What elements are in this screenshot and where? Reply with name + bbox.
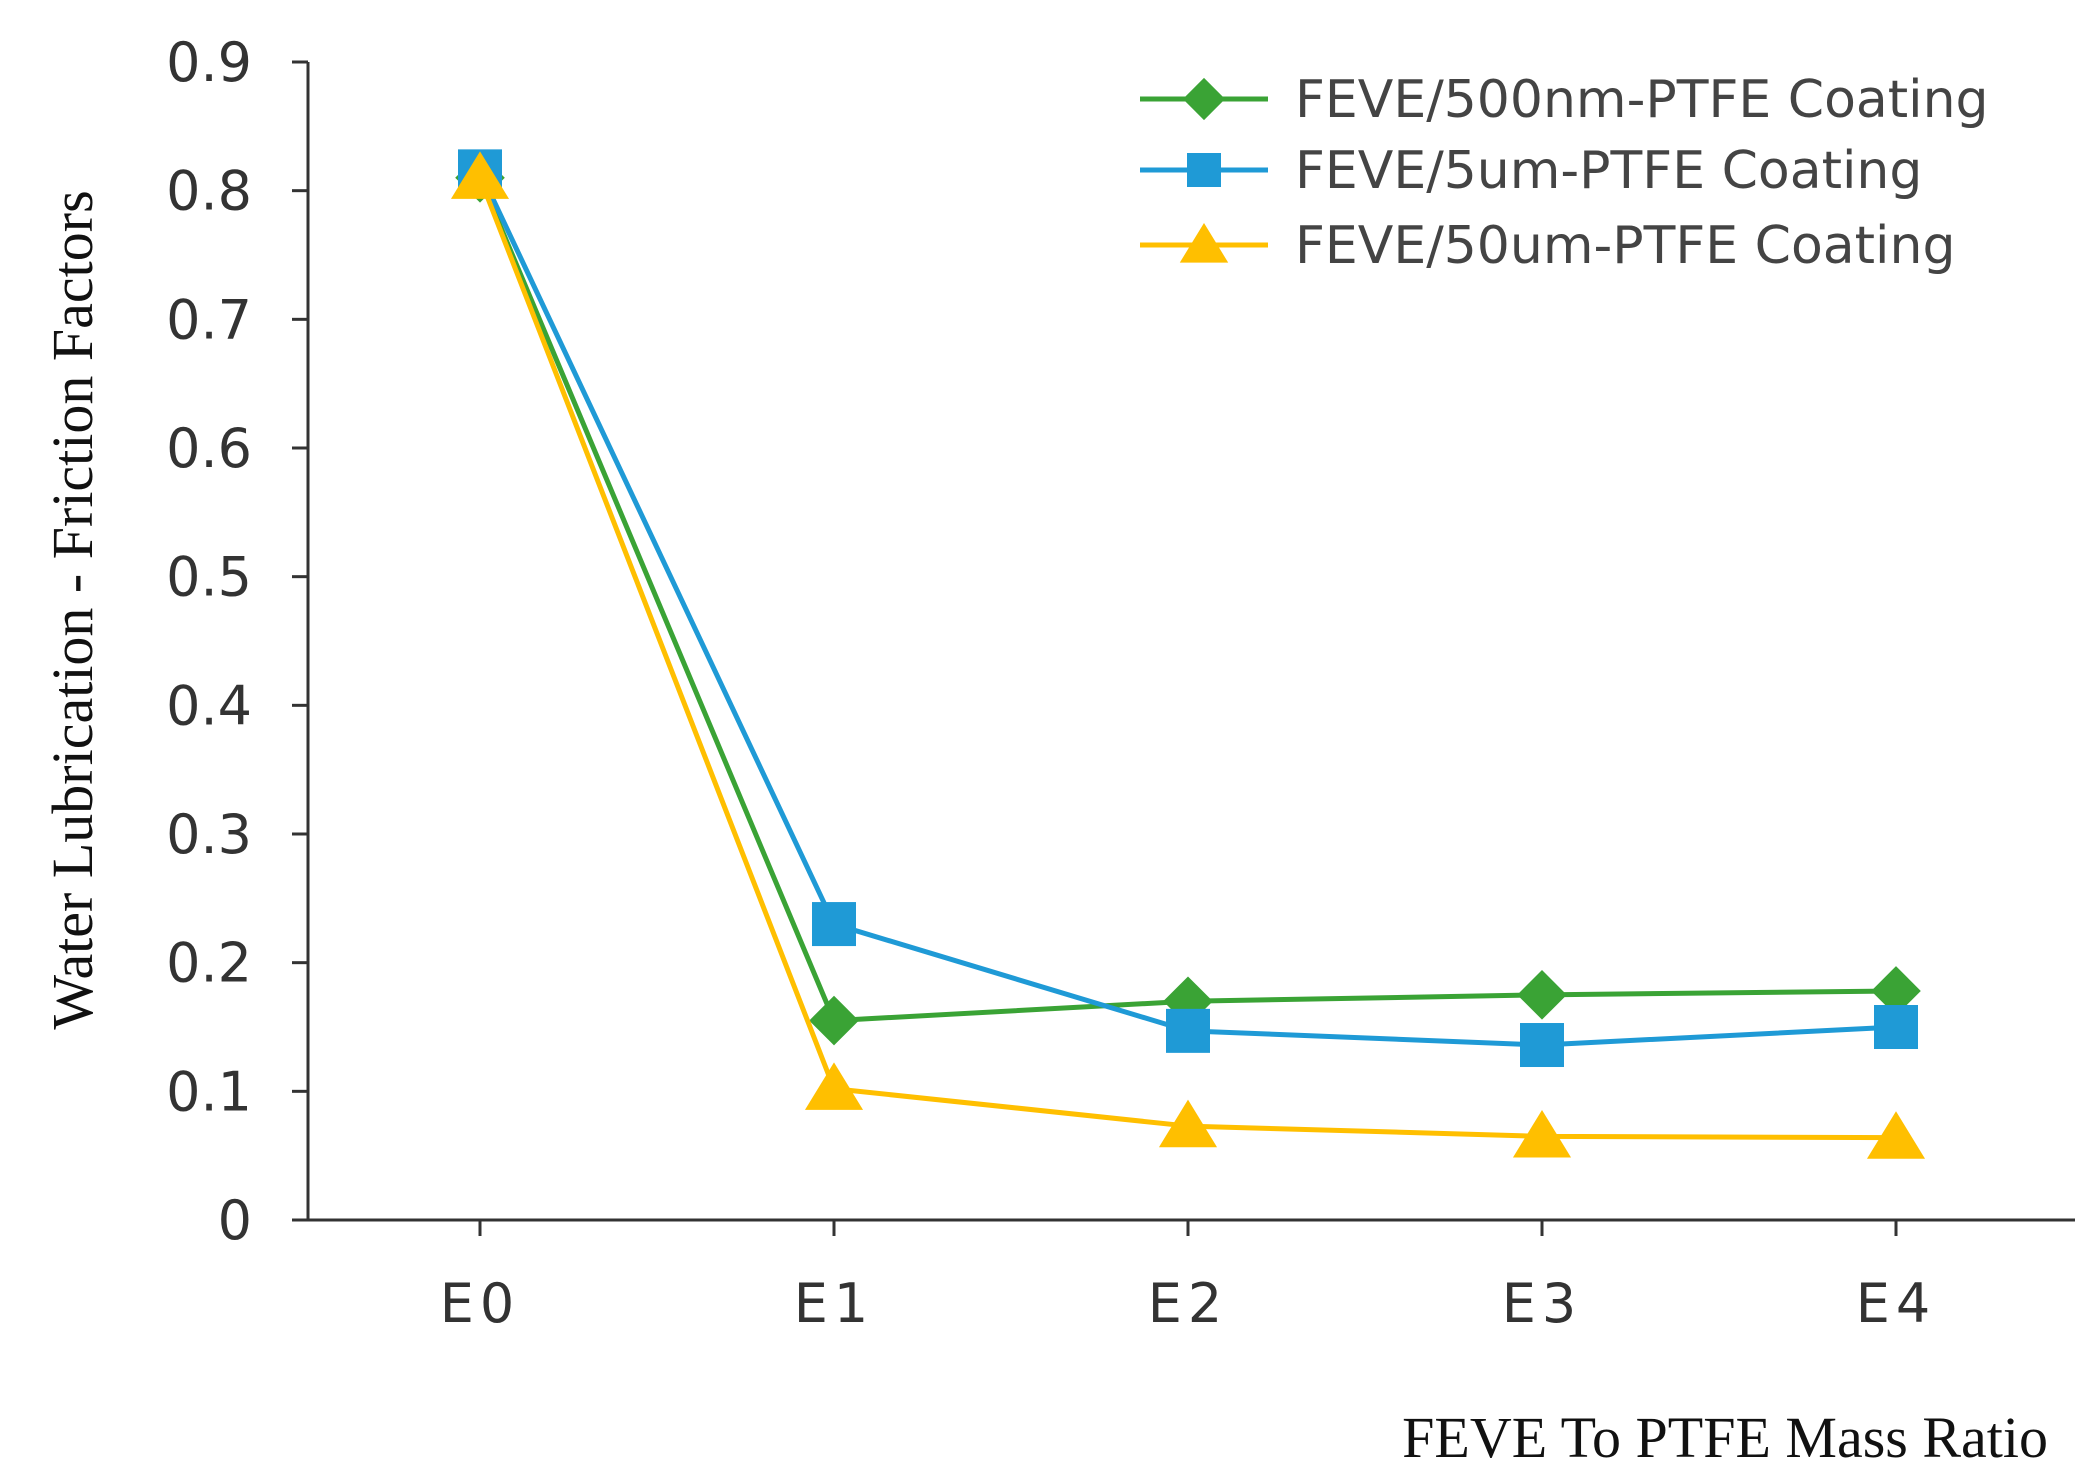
triangle-marker	[1866, 1111, 1926, 1159]
y-ticks: 0 0.1 0.2 0.3 0.4 0.5 0.6 0.7 0.8 0.9	[166, 31, 308, 1252]
triangle-marker	[1512, 1109, 1572, 1158]
triangle-marker	[450, 151, 510, 199]
y-axis-title: Water Lubrication - Friction Factors	[40, 190, 105, 1029]
diamond-marker	[1871, 966, 1921, 1016]
x-tick-label: E4	[1856, 1272, 1936, 1335]
square-marker	[1520, 1023, 1564, 1068]
series-line	[477, 176, 1897, 1024]
y-tick-label: 0.9	[166, 31, 252, 94]
legend-label: FEVE/5um-PTFE Coating	[1295, 141, 1922, 201]
y-tick-label: 0.5	[166, 546, 252, 609]
diamond-marker	[809, 995, 859, 1046]
square-marker	[1187, 153, 1221, 187]
y-tick-label: 0.4	[166, 674, 252, 737]
x-tick-label: E3	[1502, 1272, 1582, 1335]
y-tick-label: 0.2	[166, 932, 252, 995]
y-tick-label: 0.6	[166, 417, 252, 480]
y-tick-label: 0	[218, 1189, 252, 1252]
legend-label: FEVE/500nm-PTFE Coating	[1295, 70, 1989, 130]
square-marker	[1166, 1008, 1210, 1053]
series-2	[458, 149, 1918, 1068]
legend-item: FEVE/5um-PTFE Coating	[1140, 141, 1922, 201]
legend-label: FEVE/50um-PTFE Coating	[1295, 216, 1955, 276]
x-tick-label: E0	[440, 1272, 520, 1335]
x-tick-label: E2	[1148, 1272, 1228, 1335]
series-layer	[450, 149, 1926, 1159]
triangle-marker	[1158, 1099, 1218, 1148]
series-1	[455, 153, 1921, 1046]
legend-item: FEVE/50um-PTFE Coating	[1140, 216, 1955, 276]
series-3	[450, 151, 1926, 1159]
y-tick-label: 0.8	[166, 160, 252, 223]
square-marker	[1874, 1005, 1918, 1049]
x-tick-label: E1	[794, 1272, 874, 1335]
axes	[306, 62, 2075, 1222]
triangle-marker	[804, 1062, 864, 1110]
diamond-marker	[1517, 970, 1567, 1020]
x-ticks: E0 E1 E2 E3 E4	[440, 1220, 1936, 1335]
legend-item: FEVE/500nm-PTFE Coating	[1140, 70, 1989, 130]
x-axis-title: FEVE To PTFE Mass Ratio	[1402, 1405, 2048, 1470]
y-tick-label: 0.3	[166, 803, 252, 866]
square-marker	[812, 902, 856, 947]
triangle-marker	[1179, 223, 1229, 263]
series-line	[477, 170, 1897, 1048]
y-tick-label: 0.1	[166, 1060, 252, 1123]
y-tick-label: 0.7	[166, 288, 252, 351]
diamond-marker	[1182, 77, 1226, 121]
legend: FEVE/500nm-PTFE Coating FEVE/5um-PTFE Coa…	[1140, 70, 1989, 276]
